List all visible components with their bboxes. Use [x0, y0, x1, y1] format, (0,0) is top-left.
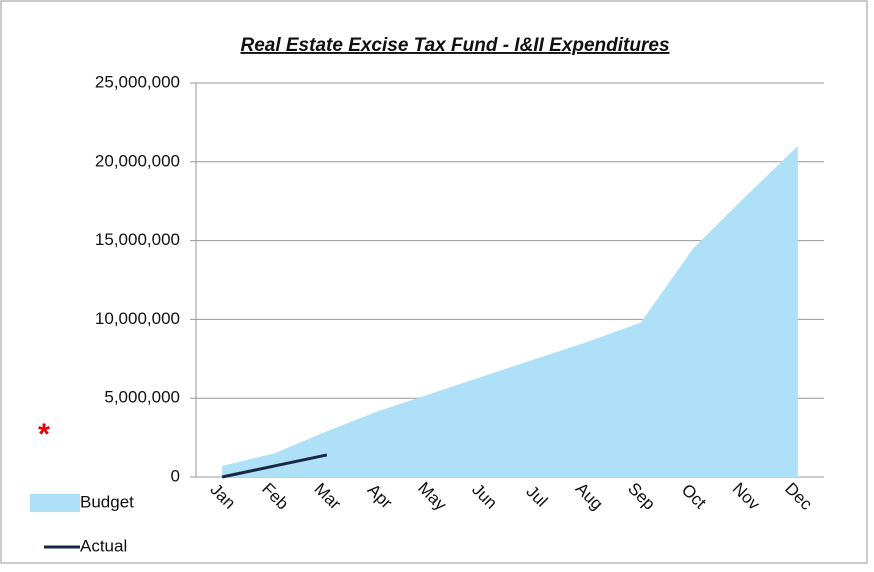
chart-title: Real Estate Excise Tax Fund - I&II Expen…	[240, 35, 669, 56]
y-tick-label: 25,000,000	[95, 72, 180, 91]
marks-layer	[221, 146, 798, 479]
annotation: *	[38, 418, 50, 451]
legend-label: Budget	[80, 492, 134, 511]
actual-line	[221, 453, 328, 479]
y-tick-label: 0	[171, 466, 180, 485]
y-tick-label: 10,000,000	[95, 309, 180, 328]
legend-label: Actual	[80, 536, 127, 555]
budget-area	[222, 146, 798, 478]
legend-swatch	[30, 494, 80, 512]
y-tick-label: 20,000,000	[95, 151, 180, 170]
y-tick-label: 15,000,000	[95, 230, 180, 249]
labels-layer: 0 5,000,000 10,000,000 15,000,000 20,000,000…	[30, 72, 816, 555]
y-tick-label: 5,000,000	[104, 388, 180, 407]
